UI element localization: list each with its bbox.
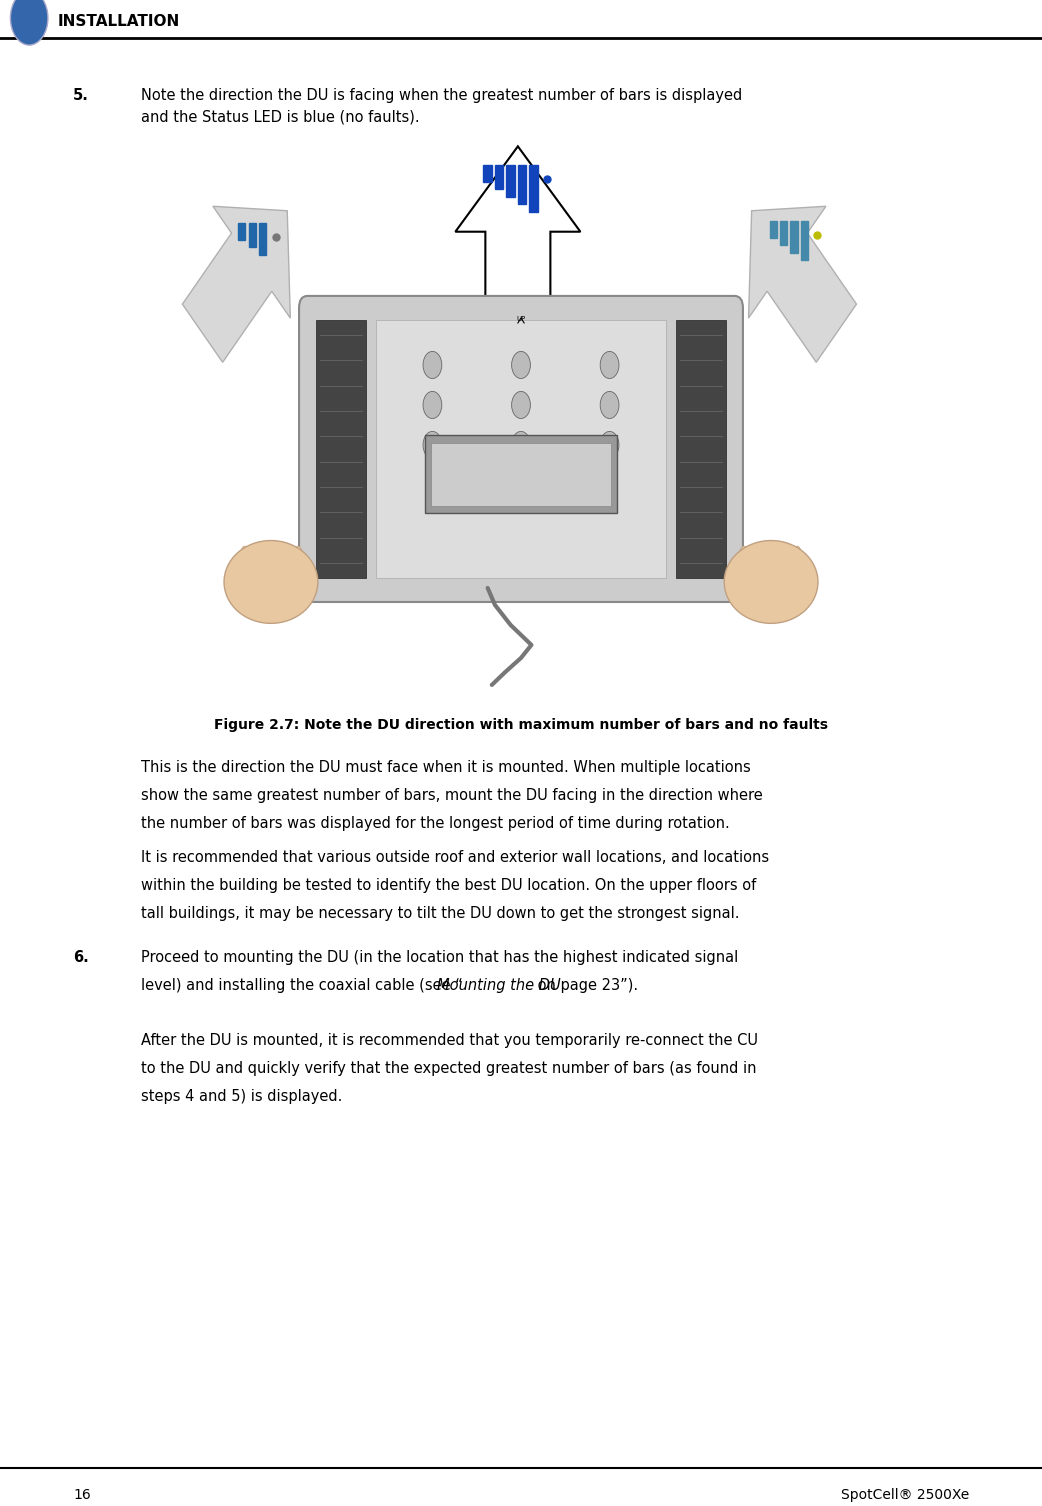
FancyBboxPatch shape	[676, 319, 726, 578]
Circle shape	[600, 351, 619, 378]
Text: steps 4 and 5) is displayed.: steps 4 and 5) is displayed.	[141, 1089, 342, 1104]
Text: level) and installing the coaxial cable (see “: level) and installing the coaxial cable …	[141, 977, 463, 992]
Ellipse shape	[239, 547, 251, 584]
FancyBboxPatch shape	[299, 295, 743, 602]
Text: and the Status LED is blue (no faults).: and the Status LED is blue (no faults).	[141, 110, 419, 125]
Text: SpotCell® 2500Xe: SpotCell® 2500Xe	[841, 1488, 969, 1501]
FancyBboxPatch shape	[495, 166, 503, 190]
Text: Mounting the DU: Mounting the DU	[437, 977, 561, 992]
Circle shape	[423, 392, 442, 419]
Ellipse shape	[738, 547, 750, 584]
FancyBboxPatch shape	[518, 166, 526, 205]
Text: UP: UP	[517, 316, 525, 322]
FancyBboxPatch shape	[506, 166, 515, 197]
Text: Proceed to mounting the DU (in the location that has the highest indicated signa: Proceed to mounting the DU (in the locat…	[141, 950, 738, 965]
Polygon shape	[455, 146, 580, 349]
Text: tall buildings, it may be necessary to tilt the DU down to get the strongest sig: tall buildings, it may be necessary to t…	[141, 905, 739, 920]
FancyBboxPatch shape	[779, 221, 788, 245]
Ellipse shape	[224, 541, 318, 623]
Polygon shape	[182, 206, 291, 363]
Circle shape	[512, 392, 530, 419]
FancyBboxPatch shape	[769, 221, 777, 238]
Text: 6.: 6.	[73, 950, 89, 965]
Text: on page 23”).: on page 23”).	[534, 977, 639, 992]
Ellipse shape	[755, 547, 768, 584]
Circle shape	[423, 351, 442, 378]
FancyBboxPatch shape	[425, 435, 617, 514]
Circle shape	[512, 431, 530, 458]
Circle shape	[600, 431, 619, 458]
Circle shape	[512, 351, 530, 378]
Ellipse shape	[724, 541, 818, 623]
Text: Figure 2.7: Note the DU direction with maximum number of bars and no faults: Figure 2.7: Note the DU direction with m…	[214, 718, 828, 732]
FancyBboxPatch shape	[248, 223, 256, 247]
Text: 16: 16	[73, 1488, 91, 1501]
FancyBboxPatch shape	[316, 319, 366, 578]
FancyBboxPatch shape	[791, 221, 798, 253]
Text: It is recommended that various outside roof and exterior wall locations, and loc: It is recommended that various outside r…	[141, 849, 769, 864]
Text: show the same greatest number of bars, mount the DU facing in the direction wher: show the same greatest number of bars, m…	[141, 788, 763, 803]
FancyBboxPatch shape	[238, 223, 246, 239]
Ellipse shape	[292, 547, 304, 584]
Ellipse shape	[274, 547, 287, 584]
Text: to the DU and quickly verify that the expected greatest number of bars (as found: to the DU and quickly verify that the ex…	[141, 1062, 756, 1077]
FancyBboxPatch shape	[376, 319, 666, 578]
Circle shape	[423, 431, 442, 458]
Text: INSTALLATION: INSTALLATION	[57, 14, 179, 29]
Ellipse shape	[256, 547, 269, 584]
Circle shape	[600, 392, 619, 419]
Text: within the building be tested to identify the best DU location. On the upper flo: within the building be tested to identif…	[141, 878, 755, 893]
Text: Note the direction the DU is facing when the greatest number of bars is displaye: Note the direction the DU is facing when…	[141, 87, 742, 102]
Text: After the DU is mounted, it is recommended that you temporarily re-connect the C: After the DU is mounted, it is recommend…	[141, 1033, 758, 1048]
Text: the number of bars was displayed for the longest period of time during rotation.: the number of bars was displayed for the…	[141, 816, 729, 831]
Polygon shape	[748, 206, 857, 363]
FancyBboxPatch shape	[483, 166, 492, 182]
Text: This is the direction the DU must face when it is mounted. When multiple locatio: This is the direction the DU must face w…	[141, 761, 750, 776]
Circle shape	[10, 0, 48, 45]
FancyBboxPatch shape	[529, 166, 538, 212]
Ellipse shape	[773, 547, 786, 584]
FancyBboxPatch shape	[800, 221, 809, 261]
FancyBboxPatch shape	[258, 223, 266, 255]
Text: 5.: 5.	[73, 87, 89, 102]
FancyBboxPatch shape	[431, 443, 611, 506]
Ellipse shape	[791, 547, 803, 584]
